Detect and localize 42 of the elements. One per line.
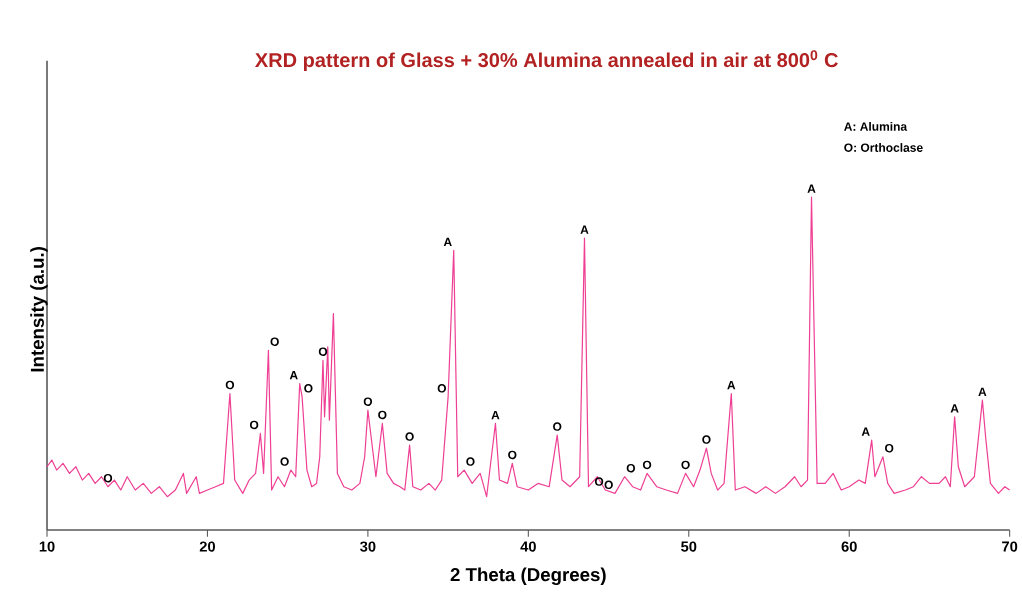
- annotation: O: [103, 473, 113, 483]
- y-axis-title: Intensity (a.u.): [30, 247, 48, 372]
- annotation: O: [249, 420, 259, 430]
- x-tick-label: 30: [360, 541, 376, 552]
- annotation: A: [727, 380, 736, 390]
- annotation: O: [225, 380, 235, 390]
- x-axis-title: 2 Theta (Degrees): [450, 567, 606, 586]
- chart-title: XRD pattern of Glass + 30% Alumina annealed in air at 800$^{0}$ C: [255, 50, 838, 72]
- x-tick-label: 20: [199, 541, 215, 552]
- annotation: O: [280, 457, 289, 466]
- annotation: O: [270, 337, 279, 346]
- annotation: A: [491, 410, 500, 420]
- annotation: O: [604, 480, 613, 490]
- x-tick-label: 40: [520, 541, 536, 552]
- x-tick-label: 50: [681, 541, 697, 552]
- annotation: O: [304, 384, 313, 393]
- annotation: A: [807, 184, 816, 193]
- annotation: O: [626, 463, 636, 473]
- annotation: A: [289, 371, 298, 380]
- annotation: A: [861, 427, 870, 436]
- annotation: A: [580, 225, 589, 234]
- annotation: O: [405, 432, 414, 441]
- annotation: O: [642, 460, 652, 470]
- annotation: O: [681, 460, 690, 470]
- text: O: Orthoclase: [844, 143, 923, 152]
- annotation: O: [437, 384, 446, 393]
- annotation: O: [594, 477, 604, 486]
- annotation: O: [318, 347, 328, 356]
- x-tick-label: 70: [1002, 541, 1018, 552]
- annotation: O: [466, 457, 475, 466]
- annotation: O: [508, 450, 517, 460]
- annotation: O: [378, 410, 387, 420]
- annotation: O: [885, 443, 894, 453]
- x-tick-label: 60: [841, 541, 857, 552]
- text: A: Alumina: [844, 121, 908, 131]
- annotation: A: [950, 404, 959, 413]
- annotation: O: [702, 435, 711, 444]
- annotation: A: [978, 387, 987, 396]
- annotation: A: [443, 237, 452, 247]
- annotation: O: [553, 422, 562, 431]
- x-tick-label: 10: [39, 541, 55, 552]
- annotation: O: [363, 397, 373, 406]
